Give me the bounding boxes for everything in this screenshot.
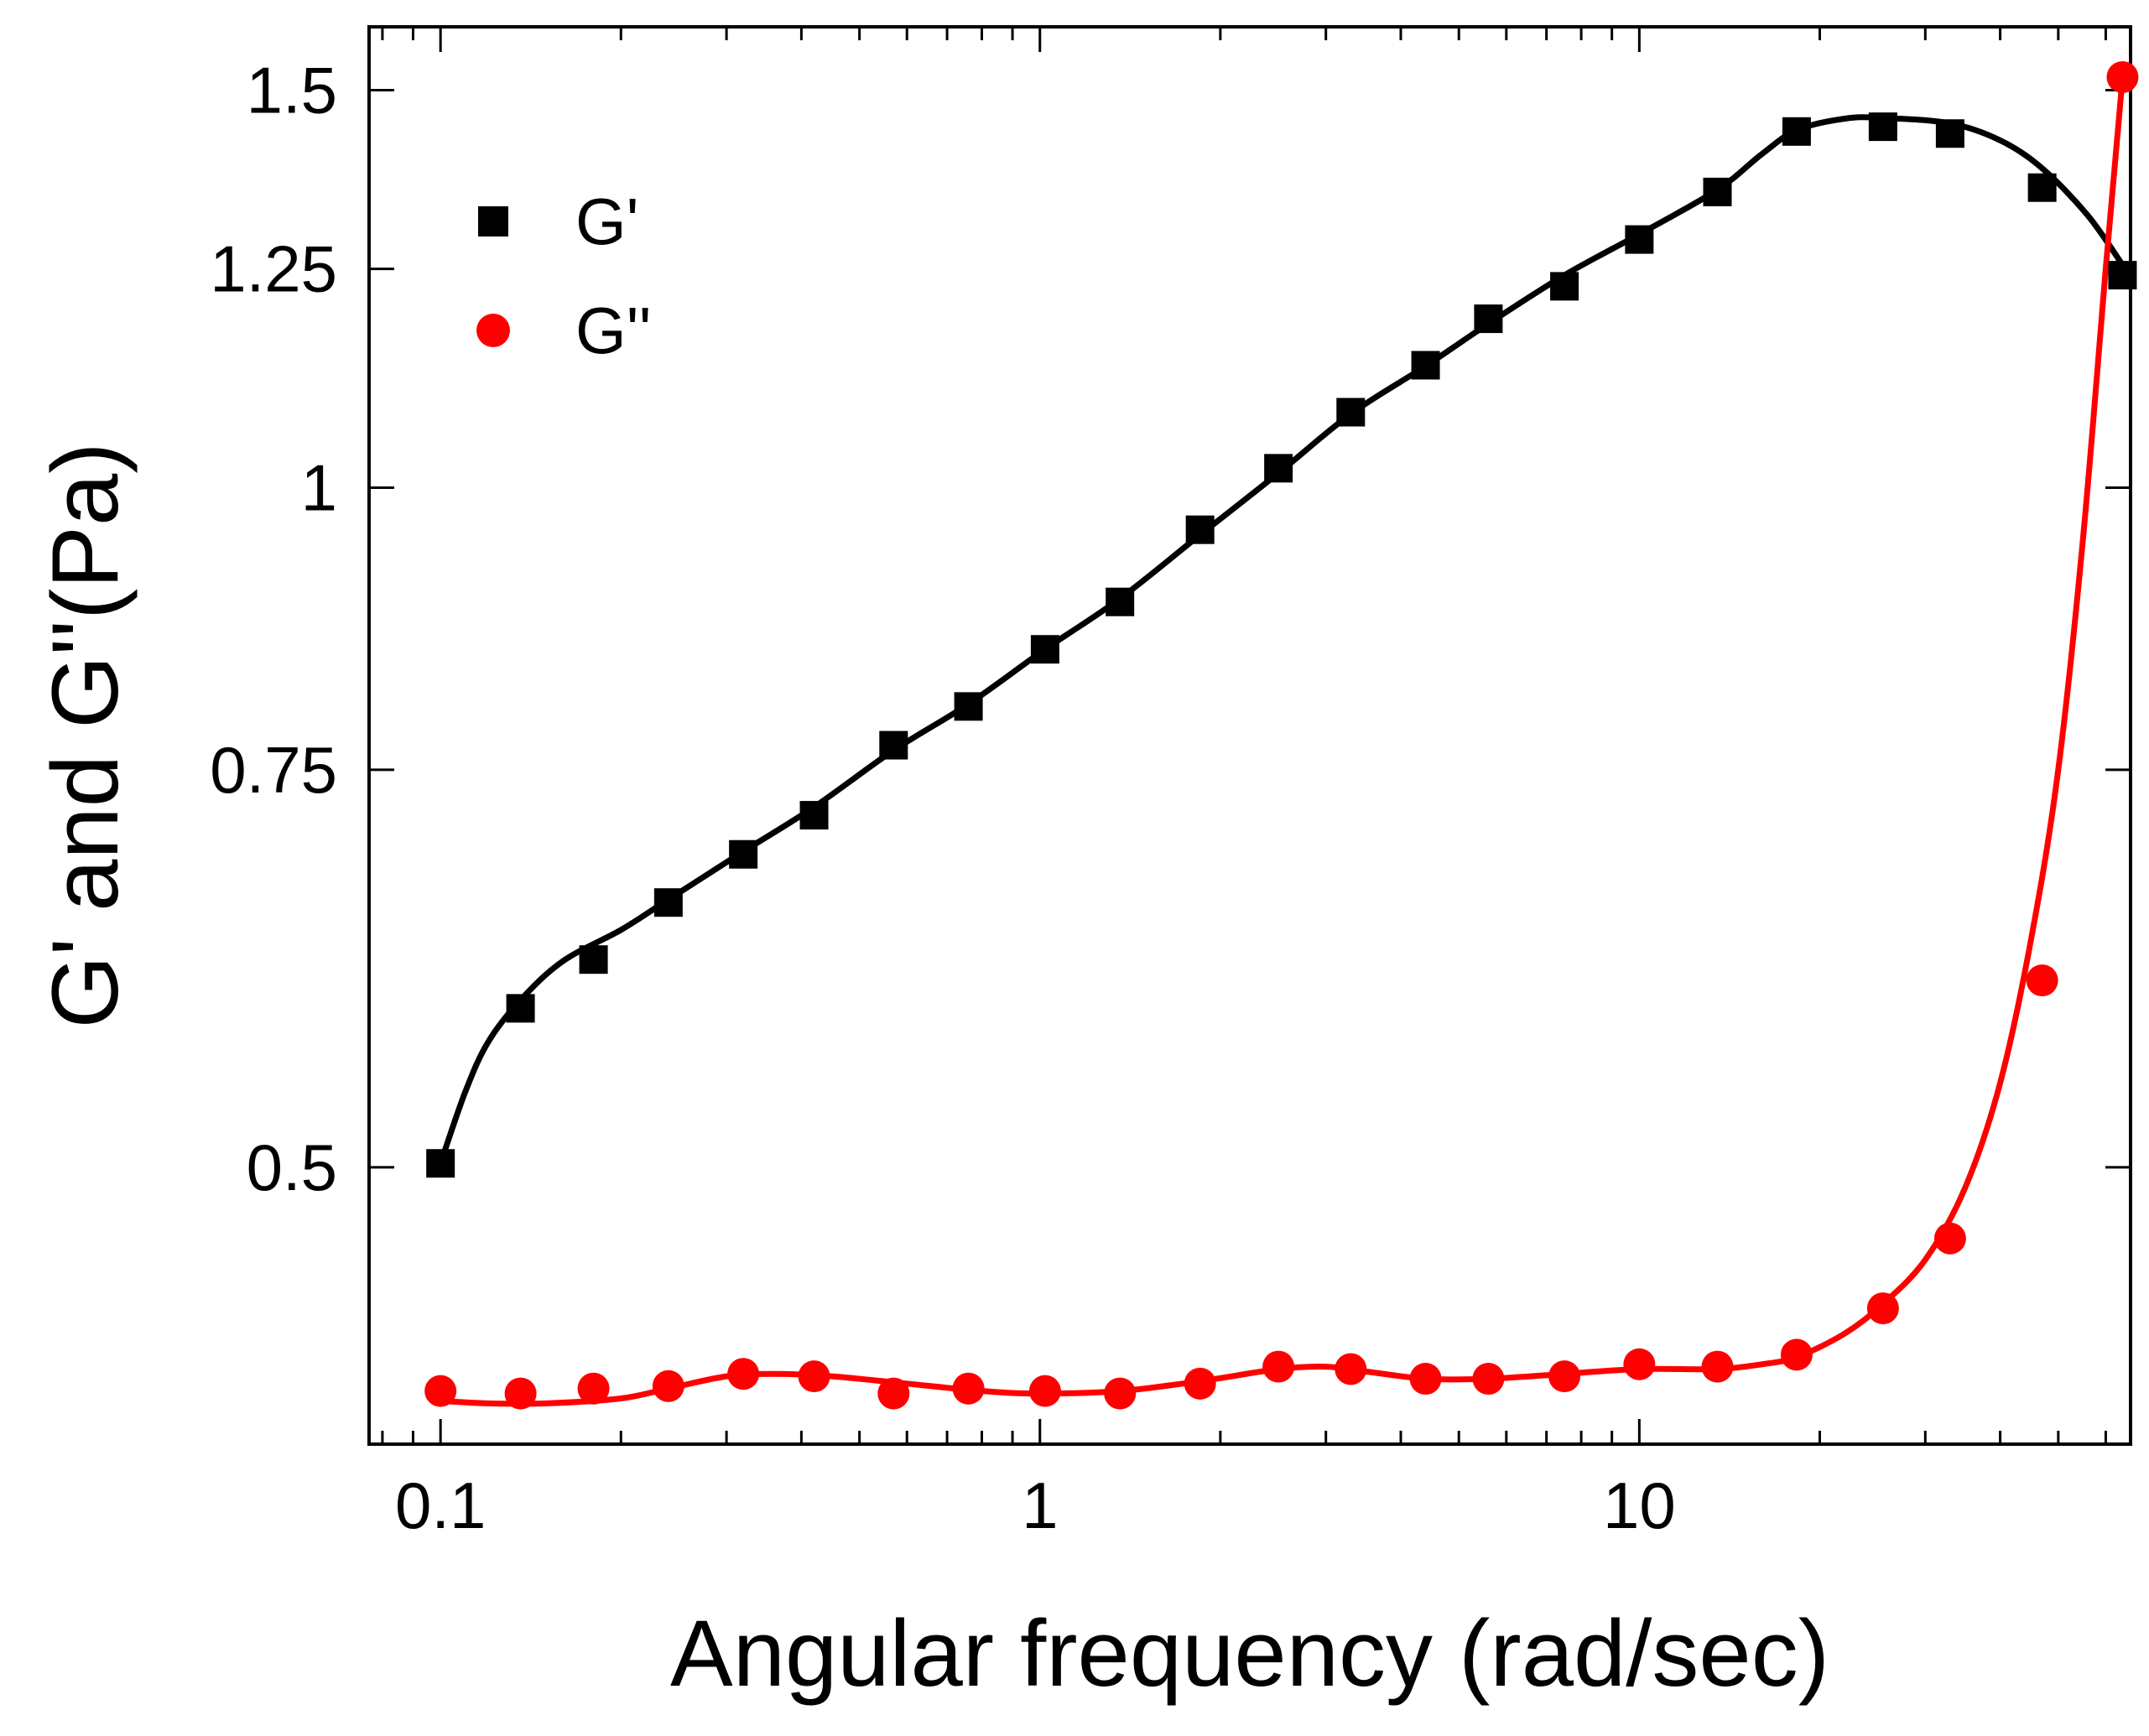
gprime-point — [1030, 635, 1059, 664]
gdoubleprime-point — [727, 1358, 760, 1390]
y-tick-label: 1 — [301, 450, 337, 524]
gprime-point — [1782, 117, 1811, 146]
gdoubleprime-point — [1409, 1363, 1442, 1396]
plot-area — [367, 25, 2132, 1446]
gprime-point — [2027, 173, 2057, 202]
gprime-point — [799, 801, 829, 830]
gprime-point — [1185, 515, 1215, 544]
gdoubleprime-point — [1472, 1363, 1505, 1396]
gprime-point — [1703, 177, 1732, 206]
gprime-point — [1474, 304, 1503, 334]
data-markers — [424, 60, 2139, 1410]
x-axis-title: Angular frequency (rad/sec) — [670, 1601, 1829, 1706]
gdoubleprime-point — [1028, 1375, 1061, 1407]
plot-frame — [367, 25, 2132, 1446]
gprime-fit-line — [437, 114, 2126, 1167]
legend-label-gprime: G' — [575, 185, 639, 258]
gdoubleprime-point — [952, 1372, 985, 1405]
y-tick-label: 1.25 — [210, 232, 337, 306]
gprime-point — [729, 839, 758, 869]
y-tick-label: 0.5 — [247, 1130, 337, 1204]
gdoubleprime-point — [1933, 1222, 1966, 1255]
gprime-point — [579, 945, 608, 975]
gprime-point — [1550, 272, 1579, 301]
tick-labels: 0.1 1 10 0.5 0.75 1 1.25 1.5 — [210, 53, 1676, 1542]
gprime-point — [1106, 587, 1135, 616]
gprime-point — [653, 888, 683, 917]
axis-ticks — [369, 27, 2131, 1444]
x-tick-label: 0.1 — [395, 1468, 486, 1542]
gprime-point — [954, 692, 983, 721]
gdoubleprime-point — [1184, 1367, 1216, 1400]
gdoubleprime-point — [1262, 1350, 1295, 1383]
fit-lines — [437, 74, 2126, 1407]
y-tick-label: 1.5 — [247, 53, 337, 127]
x-tick-label: 10 — [1603, 1468, 1676, 1542]
gdoubleprime-point — [424, 1375, 457, 1407]
gdoubleprime-point — [1548, 1360, 1581, 1393]
gdoubleprime-point — [652, 1370, 684, 1402]
gdoubleprime-point — [2106, 60, 2139, 93]
gprime-point — [426, 1149, 455, 1178]
y-tick-label: 0.75 — [210, 733, 337, 807]
gdoubleprime-point — [1104, 1377, 1137, 1410]
legend-marker-gdoubleprime — [476, 314, 510, 347]
gdoubleprime-fit-line — [437, 74, 2126, 1407]
gdoubleprime-point — [877, 1377, 910, 1410]
gprime-point — [1935, 119, 1964, 148]
gprime-point — [1868, 112, 1897, 142]
gdoubleprime-point — [504, 1377, 537, 1410]
x-tick-label: 1 — [1022, 1468, 1058, 1542]
gdoubleprime-point — [1866, 1292, 1899, 1325]
gprime-point — [506, 994, 535, 1023]
legend: G' G'' — [476, 185, 651, 367]
gdoubleprime-point — [577, 1372, 610, 1405]
gdoubleprime-point — [1335, 1353, 1367, 1385]
gdoubleprime-point — [2026, 964, 2058, 997]
gprime-point — [2108, 261, 2137, 290]
y-axis-title: G' and G''(Pa) — [33, 442, 138, 1028]
gdoubleprime-point — [1701, 1350, 1734, 1383]
legend-marker-gprime — [478, 206, 508, 236]
gprime-point — [1264, 454, 1293, 483]
gprime-point — [1411, 351, 1440, 380]
gdoubleprime-point — [1623, 1348, 1656, 1380]
gdoubleprime-point — [1780, 1338, 1813, 1371]
gprime-point — [1336, 398, 1366, 427]
legend-label-gdoubleprime: G'' — [575, 294, 651, 367]
gprime-point — [879, 730, 908, 760]
gprime-point — [1625, 225, 1654, 254]
gdoubleprime-point — [798, 1360, 830, 1393]
